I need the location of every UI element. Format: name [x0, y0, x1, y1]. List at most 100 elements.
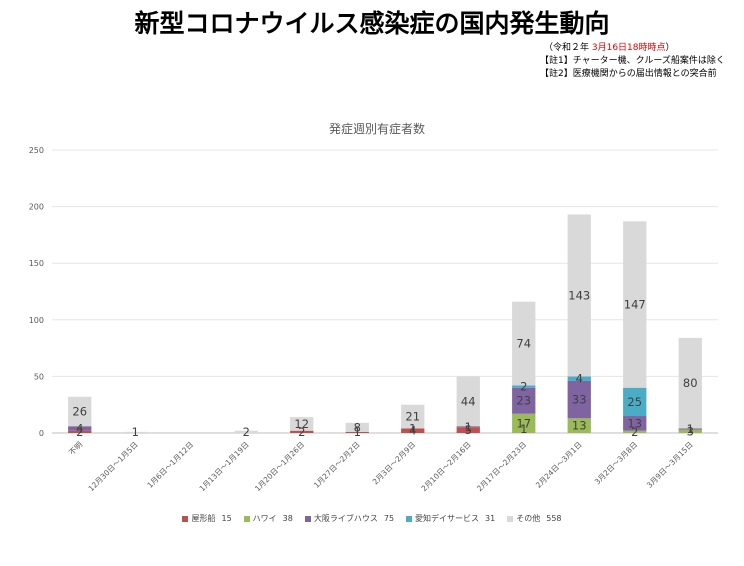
asof-prefix: （令和２年 — [544, 43, 592, 53]
bar-segment — [512, 385, 536, 388]
x-tick-label: 1月27日～2月2日 — [312, 440, 362, 490]
y-tick-label: 50 — [34, 372, 44, 381]
bar-segment — [512, 387, 536, 414]
bar-segment — [678, 337, 702, 429]
data-label: 3 — [687, 424, 694, 438]
bar-segment — [623, 416, 647, 431]
bar-segment — [623, 221, 647, 388]
data-label: 2 — [243, 425, 250, 439]
data-label: 2 — [298, 425, 305, 439]
legend-count: 38 — [282, 514, 293, 523]
legend-count: 15 — [221, 514, 232, 523]
x-axis: 不明 12月30日～1月5日 1月6日～1月12日 1月13日～1月19日 1月20日～… — [67, 440, 694, 493]
legend-swatch — [406, 515, 413, 522]
data-label: 143 — [568, 288, 590, 302]
grid-lines — [52, 149, 718, 434]
data-label: 33 — [572, 393, 587, 407]
data-label: 25 — [627, 395, 642, 409]
data-label: 1 — [354, 425, 361, 439]
data-label: 12 — [294, 417, 309, 431]
bar-segment — [623, 430, 647, 433]
x-tick-label: 2月24日～3月1日 — [534, 440, 584, 490]
data-label: 26 — [72, 404, 87, 418]
data-label: 74 — [516, 337, 531, 351]
bar-segment — [456, 426, 480, 428]
data-label: 1 — [687, 422, 694, 436]
legend-label: 大阪ライブハウス — [313, 514, 378, 523]
y-tick-label: 250 — [29, 146, 44, 155]
legend-item: 大阪ライブハウス 75 — [304, 513, 395, 524]
legend-swatch — [507, 515, 514, 522]
asof-date: 3月16日18時時点 — [591, 43, 666, 53]
bar-segment — [678, 429, 702, 433]
bar-segment — [567, 376, 591, 381]
bar-segment — [512, 413, 536, 433]
data-label: 4 — [576, 372, 583, 386]
data-label: 5 — [465, 423, 472, 437]
data-label: 1 — [520, 422, 527, 436]
data-label: 44 — [461, 394, 476, 408]
x-tick-label: 2月3日～2月9日 — [371, 440, 417, 486]
data-label: 21 — [405, 410, 420, 424]
bar-segment — [678, 428, 702, 430]
data-label: 13 — [627, 416, 642, 430]
legend-label: 愛知デイサービス — [415, 514, 480, 523]
legend-swatch — [304, 515, 311, 522]
page-title: 新型コロナウイルス感染症の国内発生動向 — [134, 9, 610, 38]
y-tick-label: 0 — [39, 429, 44, 438]
data-label: 13 — [572, 419, 587, 433]
y-axis: 0 50 100 150 200 250 — [29, 146, 44, 438]
asof-suffix: ） — [665, 43, 675, 53]
data-label: 80 — [683, 376, 698, 390]
legend-swatch — [182, 515, 189, 522]
bar-segment — [345, 422, 369, 432]
data-label: 147 — [624, 298, 646, 312]
legend-label: 屋形船 — [191, 514, 216, 523]
legend-item: 屋形船 15 — [182, 513, 232, 524]
bar-segment — [290, 417, 314, 431]
bar-segment — [456, 427, 480, 433]
legend: 屋形船 15 ハワイ 38 大阪ライブハウス 75 愛知デイサービス 31 その他 558 — [0, 513, 744, 524]
bar-segment — [68, 396, 92, 427]
x-tick-label: 1月20日～1月26日 — [253, 440, 306, 493]
data-label: 1 — [132, 425, 139, 439]
note-1: 【註1】チャーター機、クルーズ船案件は除く — [540, 56, 725, 66]
bar-segment — [68, 430, 92, 433]
data-label: 2 — [76, 425, 83, 439]
x-tick-label: 1月13日～1月19日 — [198, 440, 251, 493]
bar-segment — [567, 380, 591, 419]
x-tick-label: 不明 — [67, 440, 84, 457]
chart-title: 発症週別有症者数 — [329, 121, 425, 136]
bar-segment — [123, 431, 147, 433]
x-tick-label: 1月6日～1月12日 — [145, 440, 195, 490]
data-label: 2 — [520, 380, 527, 394]
bar-segment — [401, 404, 425, 429]
data-label: 17 — [516, 416, 531, 430]
bar-segment — [401, 428, 425, 433]
bar-segment — [68, 426, 92, 431]
legend-count: 75 — [383, 514, 395, 523]
x-tick-label: 2月17日～2月23日 — [475, 440, 528, 493]
bar-segment — [567, 214, 591, 377]
y-tick-label: 200 — [29, 203, 44, 212]
data-label: 1 — [409, 421, 416, 435]
data-label: 1 — [465, 420, 472, 434]
x-tick-label: 2月10日～2月16日 — [420, 440, 473, 493]
legend-item: その他 558 — [507, 513, 562, 524]
asof-line: （令和２年 3月16日18時時点） — [540, 42, 725, 55]
x-tick-label: 3月2日～3月8日 — [593, 440, 639, 486]
bar-segment — [290, 430, 314, 433]
data-label: 23 — [516, 394, 531, 408]
x-tick-label: 3月9日～3月15日 — [645, 440, 695, 490]
x-tick-label: 12月30日～1月5日 — [87, 440, 140, 493]
bar-segment — [456, 376, 480, 427]
y-tick-label: 150 — [29, 259, 44, 268]
bar-segment — [623, 387, 647, 417]
data-label: 2 — [631, 425, 638, 439]
data-label: 8 — [354, 420, 361, 434]
legend-label: その他 — [516, 514, 541, 523]
bar-segment — [345, 431, 369, 433]
legend-count: 558 — [546, 514, 562, 523]
